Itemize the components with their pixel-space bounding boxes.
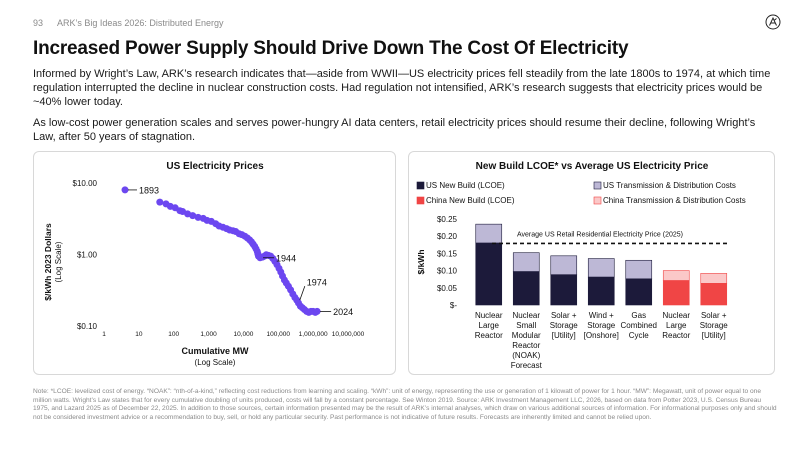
data-point [156, 198, 164, 206]
category-label: Storage [587, 321, 616, 330]
bar-segment-td [662, 270, 690, 281]
page-title: Increased Power Supply Should Drive Down… [33, 38, 629, 59]
annotation-label: 2024 [333, 307, 353, 317]
category-label: Solar + [701, 311, 727, 320]
category-label: (NOAK) [512, 351, 540, 360]
annotation-leader [299, 286, 306, 301]
x-tick-label: 10,000 [233, 331, 253, 338]
category-label: [Onshore] [584, 331, 619, 340]
page-number: 93 [33, 18, 44, 28]
x-tick-label: 1 [102, 331, 106, 338]
legend-label: US Transmission & Distribution Costs [603, 181, 736, 190]
annotation-label: 1944 [276, 253, 296, 263]
legend-label: China Transmission & Distribution Costs [603, 196, 746, 205]
y-axis-subtitle: (Log Scale) [54, 241, 63, 282]
page-header: 93 ARK’s Big Ideas 2026: Distributed Ene… [33, 18, 235, 28]
category-label: Modular [512, 331, 541, 340]
intro-paragraph-1: Informed by Wright’s Law, ARK’s research… [33, 68, 771, 108]
category-label: Storage [550, 321, 579, 330]
document-title: ARK’s Big Ideas 2026: Distributed Energy [57, 18, 224, 28]
category-label: Solar + [551, 311, 577, 320]
category-label: Small [516, 321, 536, 330]
data-point [189, 212, 197, 220]
bar-segment-td [475, 223, 503, 244]
lcoe-comparison-chart: New Build LCOE* vs Average US Electricit… [416, 161, 746, 370]
bar-segment-lcoe [550, 274, 578, 306]
category-label: Cycle [629, 331, 650, 340]
y-tick-label: $10.00 [73, 179, 98, 188]
x-tick-label: 100 [168, 331, 179, 338]
bar-segment-lcoe [475, 242, 503, 306]
y-tick-label: $0.05 [437, 284, 458, 293]
category-label: Forecast [511, 361, 543, 370]
bar-segment-td [512, 252, 540, 272]
y-tick-label: $- [450, 301, 457, 310]
bar-segment-lcoe [662, 280, 690, 306]
footnote: Note: *LCOE: levelized cost of energy. “… [33, 388, 777, 421]
x-tick-label: 1,000,000 [299, 331, 328, 338]
annotation-label: 1893 [139, 185, 159, 195]
chart-title: New Build LCOE* vs Average US Electricit… [476, 161, 709, 172]
bar-segment-td [625, 259, 653, 280]
electricity-prices-chart: US Electricity Prices $10.00 $1.00 $0.10 1 10… [43, 161, 365, 367]
legend-swatch [593, 196, 602, 205]
y-tick-label: $0.10 [437, 267, 458, 276]
data-point [313, 307, 321, 315]
x-axis-title: Cumulative MW [181, 346, 249, 356]
lcoe-chart-panel: New Build LCOE* vs Average US Electricit… [408, 151, 775, 375]
category-label: Gas [631, 311, 646, 320]
category-label: Large [479, 321, 500, 330]
x-tick-label: 100,000 [267, 331, 291, 338]
category-label: Nuclear [512, 311, 540, 320]
y-tick-label: $1.00 [77, 251, 98, 260]
annotation-label: 1974 [307, 278, 327, 288]
category-label: Reactor [475, 331, 503, 340]
bar-segment-td [550, 255, 578, 276]
category-label: Combined [621, 321, 657, 330]
bar-segment-lcoe [587, 276, 615, 306]
electricity-prices-chart-panel: US Electricity Prices $10.00 $1.00 $0.10 1 10… [33, 151, 396, 375]
legend-label: China New Build (LCOE) [426, 196, 515, 205]
category-label: [Utility] [702, 331, 726, 340]
ark-logo-icon [765, 14, 781, 30]
category-label: Nuclear [662, 311, 690, 320]
category-label: Storage [700, 321, 729, 330]
y-tick-label: $0.10 [77, 322, 98, 331]
category-label: Large [666, 321, 687, 330]
category-label: Nuclear [475, 311, 503, 320]
bar-segment-td [700, 273, 728, 284]
intro-paragraph-2: As low-cost power generation scales and … [33, 117, 756, 143]
y-tick-label: $0.25 [437, 215, 458, 224]
legend-label: US New Build (LCOE) [426, 181, 505, 190]
y-tick-label: $0.15 [437, 249, 458, 258]
x-tick-label: 10,000,000 [332, 331, 365, 338]
bar-segment-td [587, 258, 615, 278]
x-tick-label: 1,000 [200, 331, 217, 338]
category-label: Reactor [662, 331, 690, 340]
x-tick-label: 10 [135, 331, 143, 338]
data-point [121, 186, 129, 194]
x-axis-subtitle: (Log Scale) [195, 358, 236, 367]
reference-line-label: Average US Retail Residential Electricit… [517, 231, 683, 238]
bar-segment-lcoe [625, 278, 653, 306]
chart-title: US Electricity Prices [166, 161, 264, 172]
category-label: [Utility] [552, 331, 576, 340]
y-tick-label: $0.20 [437, 232, 458, 241]
y-axis-title: $/kWh [416, 249, 426, 274]
category-label: Wind + [589, 311, 614, 320]
legend-swatch [416, 181, 425, 190]
category-label: Reactor [512, 341, 540, 350]
bar-segment-lcoe [700, 283, 728, 306]
y-axis-title: $/kWh 2023 Dollars [43, 223, 53, 301]
bar-segment-lcoe [512, 271, 540, 306]
legend-swatch [416, 196, 425, 205]
legend-swatch [593, 181, 602, 190]
